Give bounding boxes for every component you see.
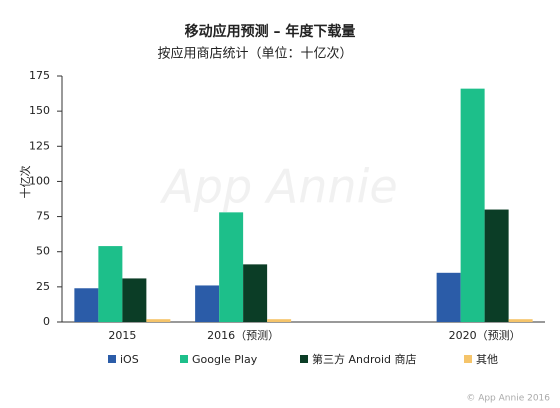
legend-swatch <box>464 355 472 363</box>
legend-swatch <box>300 355 308 363</box>
bar <box>219 212 244 322</box>
legend-swatch <box>180 355 188 363</box>
x-tick-label: 2015 <box>108 329 136 342</box>
bar <box>74 288 99 322</box>
bar <box>508 319 533 322</box>
legend-label: iOS <box>120 353 139 366</box>
legend-label: 其他 <box>476 353 498 366</box>
chart-subtitle: 按应用商店统计（单位：十亿次） <box>157 46 352 62</box>
y-tick-label: 175 <box>29 69 50 82</box>
bar <box>460 88 485 322</box>
bar <box>267 319 292 322</box>
watermark: App Annie <box>159 160 397 214</box>
x-tick-label: 2020（预测） <box>449 329 521 342</box>
y-tick-label: 25 <box>36 280 50 293</box>
y-tick-label: 100 <box>29 174 50 187</box>
y-axis-label: 十亿次 <box>18 166 32 199</box>
copyright: © App Annie 2016 <box>466 394 550 404</box>
bar <box>195 285 220 322</box>
y-tick-label: 125 <box>29 139 50 152</box>
y-tick-label: 0 <box>43 315 50 328</box>
chart-title: 移动应用预测 – 年度下载量 <box>185 23 356 40</box>
legend-label: Google Play <box>192 353 258 366</box>
y-tick-label: 150 <box>29 104 50 117</box>
y-tick-label: 75 <box>36 210 50 223</box>
legend-swatch <box>108 355 116 363</box>
x-tick-label: 2016（预测） <box>207 329 279 342</box>
legend-label: 第三方 Android 商店 <box>312 352 417 366</box>
bar <box>484 209 509 322</box>
bar <box>98 246 123 322</box>
bar <box>436 272 461 322</box>
bar <box>146 319 171 322</box>
bar <box>122 278 147 322</box>
bar <box>243 264 268 322</box>
y-tick-label: 50 <box>36 245 50 258</box>
